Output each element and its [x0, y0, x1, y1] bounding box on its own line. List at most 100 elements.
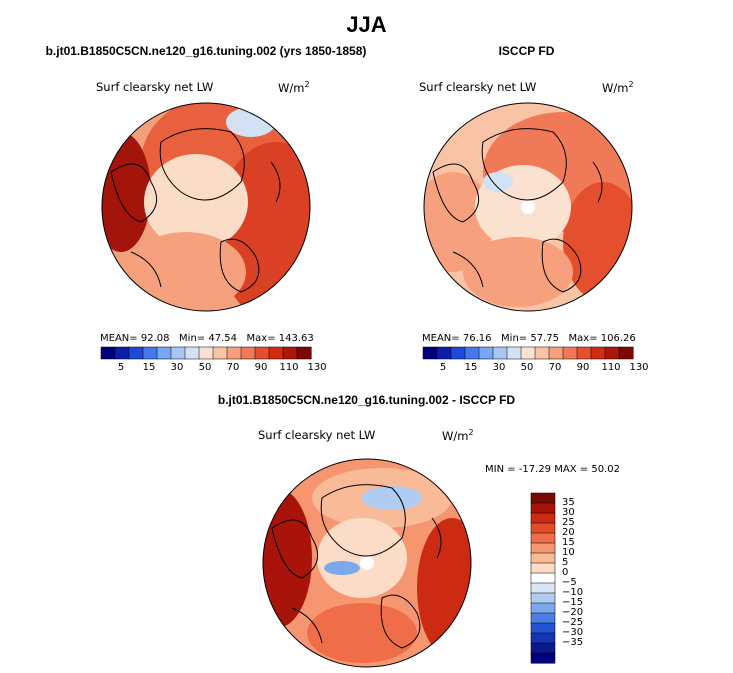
panel-1-max-value: 143.63 [278, 333, 314, 344]
panel-2-max-value: 106.26 [600, 333, 636, 344]
colorbar-tick-label: 30 [492, 362, 506, 373]
colorbar-tick-label: 20 [562, 527, 575, 538]
colorbar-swatch [530, 562, 556, 574]
colorbar-tick-label: 25 [562, 517, 575, 528]
panel-3-colorbar [530, 492, 556, 664]
colorbar-swatch [226, 346, 242, 360]
colorbar-tick-label: −35 [562, 637, 584, 648]
colorbar-tick-label: 90 [254, 362, 268, 373]
colorbar-swatch [530, 632, 556, 644]
colorbar-swatch [450, 346, 466, 360]
panel-2-variable-label: Surf clearsky net LW [419, 80, 537, 94]
panel-2-min-value: 57.75 [530, 333, 559, 344]
colorbar-tick-label: 5 [439, 362, 447, 373]
panel-3-polar-map [262, 458, 472, 668]
colorbar-swatch [506, 346, 522, 360]
colorbar-tick-label: 5 [562, 557, 569, 568]
colorbar-swatch [530, 492, 556, 504]
colorbar-swatch [530, 612, 556, 624]
colorbar-swatch [530, 652, 556, 664]
panel-1-stats: MEAN= 92.08 Min= 47.54 Max= 143.63 [100, 333, 314, 344]
colorbar-tick-label: 15 [562, 537, 575, 548]
panel-3-variable-label: Surf clearsky net LW [258, 428, 376, 442]
panel-2-stats: MEAN= 76.16 Min= 57.75 Max= 106.26 [422, 333, 636, 344]
colorbar-tick-label: 130 [629, 362, 649, 373]
colorbar-swatch [530, 572, 556, 584]
colorbar-swatch [296, 346, 312, 360]
colorbar-swatch [422, 346, 438, 360]
colorbar-swatch [530, 502, 556, 514]
panel-1-min-value: 47.54 [208, 333, 237, 344]
colorbar-tick-label: 50 [198, 362, 212, 373]
colorbar-swatch [530, 512, 556, 524]
colorbar-swatch [128, 346, 144, 360]
colorbar-swatch [282, 346, 298, 360]
panel-1-polar-map [101, 102, 311, 312]
colorbar-swatch [212, 346, 228, 360]
colorbar-swatch [520, 346, 536, 360]
colorbar-swatch [464, 346, 480, 360]
panel-2-mean-value: 76.16 [462, 333, 492, 344]
colorbar-tick-label: 70 [226, 362, 240, 373]
colorbar-swatch [436, 346, 452, 360]
colorbar-swatch [530, 592, 556, 604]
colorbar-tick-label: 70 [548, 362, 562, 373]
panel-2-polar-map [423, 102, 633, 312]
panel-1-variable-label: Surf clearsky net LW [96, 80, 214, 94]
colorbar-tick-label: −5 [562, 577, 577, 588]
panel-2-colorbar [422, 346, 634, 360]
colorbar-tick-label: 130 [307, 362, 327, 373]
colorbar-swatch [604, 346, 620, 360]
colorbar-tick-label: 30 [562, 507, 575, 518]
panel-1-mean-value: 92.08 [140, 333, 170, 344]
panel-3-min-value: -17.29 [518, 464, 552, 475]
colorbar-swatch [254, 346, 270, 360]
colorbar-tick-label: 0 [562, 567, 569, 578]
panel-2-colorbar-ticks: 5 15 30 50 70 90 110 130 [423, 362, 649, 376]
colorbar-swatch [530, 622, 556, 634]
colorbar-swatch [618, 346, 634, 360]
colorbar-tick-label: 110 [601, 362, 621, 373]
panel-3-title: b.jt01.B1850C5CN.ne120_g16.tuning.002 - … [217, 393, 516, 407]
colorbar-tick-label: −30 [562, 627, 584, 638]
colorbar-tick-label: 15 [464, 362, 478, 373]
panel-3-colorbar-ticks: 35 30 25 20 15 10 5 0 −5 −10 −15 −20 −25 −30 −35 [562, 493, 602, 663]
colorbar-swatch [142, 346, 158, 360]
colorbar-tick-label: −25 [562, 617, 584, 628]
colorbar-swatch [562, 346, 578, 360]
colorbar-swatch [590, 346, 606, 360]
colorbar-tick-label: 35 [562, 497, 575, 508]
colorbar-tick-label: 30 [170, 362, 184, 373]
panel-1-units: W/m2 [278, 80, 310, 95]
colorbar-swatch [548, 346, 564, 360]
panel-2-units: W/m2 [602, 80, 634, 95]
panel-1-colorbar-ticks: 5 15 30 50 70 90 110 130 [101, 362, 327, 376]
colorbar-swatch [530, 602, 556, 614]
colorbar-swatch [534, 346, 550, 360]
colorbar-swatch [100, 346, 116, 360]
colorbar-swatch [114, 346, 130, 360]
colorbar-swatch [530, 582, 556, 594]
colorbar-swatch [576, 346, 592, 360]
colorbar-tick-label: 15 [142, 362, 156, 373]
colorbar-tick-label: 10 [562, 547, 575, 558]
colorbar-swatch [492, 346, 508, 360]
colorbar-tick-label: −20 [562, 607, 584, 618]
panel-1-colorbar [100, 346, 312, 360]
colorbar-swatch [530, 532, 556, 544]
colorbar-swatch [530, 522, 556, 534]
colorbar-tick-label: −10 [562, 587, 584, 598]
panel-1-title: b.jt01.B1850C5CN.ne120_g16.tuning.002 (y… [45, 44, 367, 58]
colorbar-tick-label: 50 [520, 362, 534, 373]
colorbar-swatch [240, 346, 256, 360]
colorbar-tick-label: −15 [562, 597, 584, 608]
panel-2-title: ISCCP FD [498, 44, 555, 58]
colorbar-swatch [156, 346, 172, 360]
colorbar-swatch [170, 346, 186, 360]
colorbar-swatch [184, 346, 200, 360]
colorbar-swatch [198, 346, 214, 360]
panel-3-max-value: 50.02 [591, 464, 620, 475]
colorbar-swatch [530, 642, 556, 654]
colorbar-tick-label: 90 [576, 362, 590, 373]
colorbar-tick-label: 110 [279, 362, 299, 373]
